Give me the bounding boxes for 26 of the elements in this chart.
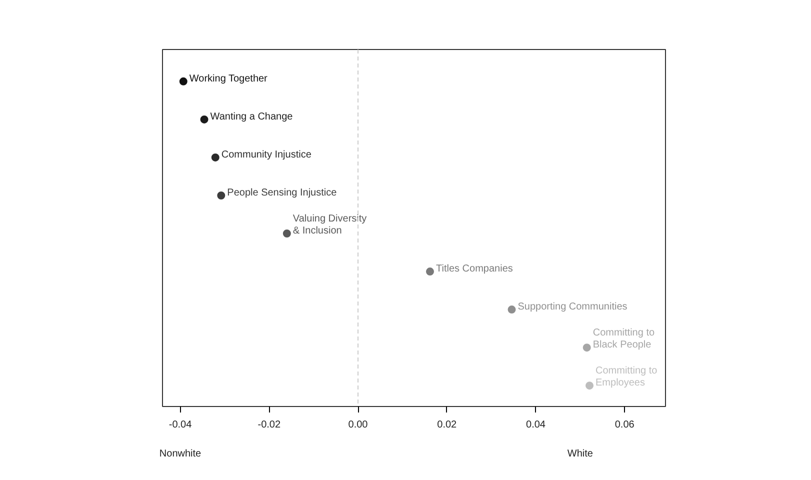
point xyxy=(200,115,208,124)
text: Nonwhite xyxy=(159,448,202,460)
x-tick-label: 0.02 xyxy=(437,420,458,430)
y-tick-label: Community Injustice xyxy=(221,149,312,160)
x-tick-label: -0.02 xyxy=(258,420,281,430)
point xyxy=(508,306,516,314)
point xyxy=(582,344,591,352)
y-tick-label: Supporting Communities xyxy=(518,302,628,313)
y-tick-label: Valuing Diversity & Inclusion xyxy=(292,213,367,237)
x-tick-label: 0.06 xyxy=(614,420,635,430)
x-tick-label: -0.04 xyxy=(168,420,192,430)
point xyxy=(282,230,291,238)
point xyxy=(217,192,226,200)
point xyxy=(426,268,434,276)
x-tick-label: 0.00 xyxy=(348,420,368,430)
point xyxy=(211,153,220,162)
y-tick-label: Working Together xyxy=(189,73,268,84)
y-tick-label: Wanting a Change xyxy=(210,111,294,122)
point xyxy=(586,382,594,390)
y-tick-label: Committing to Black People xyxy=(592,327,655,351)
text: White xyxy=(567,448,594,460)
y-tick-label: Committing to Employees xyxy=(596,365,658,389)
point xyxy=(179,77,188,86)
x-tick-label: 0.04 xyxy=(526,420,546,430)
y-tick-label: People Sensing Injustice xyxy=(227,187,338,198)
y-tick-label: Titles Companies xyxy=(436,264,513,275)
